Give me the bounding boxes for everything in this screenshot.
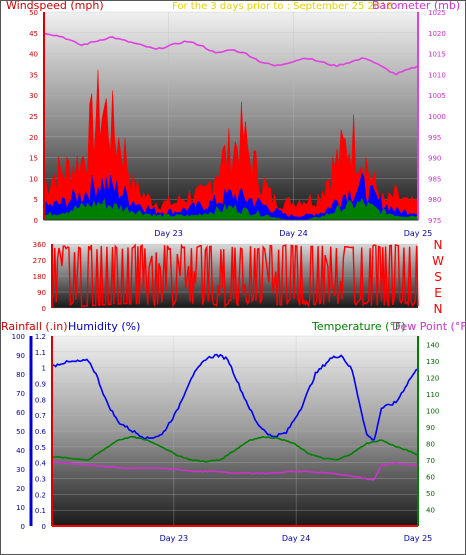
temperature-tick-label: 90 (426, 424, 435, 432)
wind-tick-label: 0 (34, 217, 38, 225)
humidity-tick-label: 80 (16, 371, 25, 379)
direction-line (51, 243, 419, 308)
humidity-tick-label: 0 (21, 523, 25, 531)
temperature-tick-label: 120 (426, 374, 439, 382)
humidity-tick-label: 100 (12, 333, 25, 341)
compass-label: N (434, 302, 443, 316)
wind-series (43, 32, 419, 221)
wind-series-low (43, 197, 419, 221)
direction-series (51, 243, 419, 308)
barometer-line (43, 32, 419, 76)
compass-label: E (434, 286, 442, 300)
wind-series-gust (43, 69, 419, 221)
direction-ticks: 0 90 180 270 360 (33, 241, 46, 313)
rainfall-tick-label: 1.2 (35, 333, 46, 341)
wind-series-average (43, 171, 419, 221)
temperature-tick-label: 40 (426, 506, 435, 514)
wind-day-label: Day 23 (154, 229, 183, 238)
barometer-tick-label: 995 (428, 134, 441, 142)
humidity-tick-label: 50 (16, 428, 25, 436)
barometer-tick-label: 1010 (428, 71, 446, 79)
temperature-tick-label: 60 (426, 473, 435, 481)
wind-tick-label: 15 (29, 155, 38, 163)
rainfall-tick-label: 0.5 (35, 444, 46, 452)
climate-day-label: Day 23 (160, 534, 189, 543)
climate-day-label: Day 24 (282, 534, 311, 543)
humidity-label: Humidity (%) (68, 320, 140, 333)
barometer-tick-label: 975 (428, 217, 441, 225)
temperature-tick-label: 100 (426, 407, 439, 415)
rainfall-tick-label: 0.1 (35, 507, 46, 515)
rainfall-tick-label: 0.8 (35, 396, 46, 404)
direction-tick-label: 0 (42, 305, 46, 313)
humidity-tick-label: 20 (16, 485, 25, 493)
compass-label: W (432, 254, 444, 268)
humidity-tick-label: 90 (16, 352, 25, 360)
climate-ticks: 0 0.1 0.2 0.3 0.4 0.5 0.6 0.7 0.8 0.9 1 1.1 1.2 0 10 20… (12, 333, 440, 543)
barometer-tick-label: 1020 (428, 30, 446, 38)
direction-tick-label: 360 (33, 241, 46, 249)
barometer-tick-label: 1025 (428, 9, 446, 17)
wind-day-label: Day 25 (404, 229, 433, 238)
rainfall-tick-label: 1 (42, 365, 46, 373)
barometer-label: Barometer (mb) (372, 0, 460, 12)
temperature-tick-label: 110 (426, 391, 439, 399)
rainfall-tick-label: 0 (42, 523, 46, 531)
temperature-tick-label: 130 (426, 358, 439, 366)
wind-tick-label: 10 (29, 175, 38, 183)
windspeed-label: Windspeed (mph) (6, 0, 104, 12)
dew-point-line (51, 460, 419, 481)
temperature-tick-label: 140 (426, 341, 439, 349)
rainfall-tick-label: 0.3 (35, 476, 46, 484)
temperature-line (51, 435, 419, 463)
chart-subtitle: For the 3 days prior to : September 25 2… (172, 1, 393, 12)
wind-ticks: 0510152025303540455097598098599099510001… (29, 9, 446, 238)
dewpoint-label: Dew Point (°F) (392, 320, 466, 333)
barometer-tick-label: 1015 (428, 51, 446, 59)
climate-series (51, 353, 419, 481)
barometer-tick-label: 990 (428, 155, 441, 163)
compass-label: N (434, 238, 443, 252)
wind-tick-label: 30 (29, 92, 38, 100)
humidity-tick-label: 70 (16, 390, 25, 398)
humidity-tick-label: 40 (16, 447, 25, 455)
humidity-tick-label: 60 (16, 409, 25, 417)
humidity-tick-label: 30 (16, 466, 25, 474)
wind-tick-label: 5 (34, 196, 38, 204)
rainfall-tick-label: 0.4 (35, 460, 47, 468)
rainfall-tick-label: 0.2 (35, 491, 46, 499)
temperature-label: Temperature (°F) (311, 320, 406, 333)
barometer-tick-label: 980 (428, 196, 441, 204)
wind-tick-label: 25 (29, 113, 38, 121)
direction-tick-label: 270 (33, 257, 46, 265)
rainfall-tick-label: 1.1 (35, 349, 46, 357)
temperature-tick-label: 80 (426, 440, 435, 448)
rainfall-label: Rainfall (.in) (1, 320, 68, 333)
wind-tick-label: 50 (29, 9, 38, 17)
compass-label: S (434, 270, 442, 284)
rainfall-tick-label: 0.7 (35, 412, 46, 420)
wind-day-label: Day 24 (279, 229, 308, 238)
barometer-tick-label: 1005 (428, 92, 446, 100)
humidity-tick-label: 10 (16, 504, 25, 512)
barometer-tick-label: 985 (428, 175, 441, 183)
temperature-tick-label: 70 (426, 457, 435, 465)
humidity-line (51, 353, 419, 441)
wind-tick-label: 45 (29, 30, 38, 38)
climate-day-label: Day 25 (404, 534, 433, 543)
rainfall-tick-label: 0.9 (35, 381, 46, 389)
temperature-tick-label: 50 (426, 490, 435, 498)
wind-tick-label: 35 (29, 71, 38, 79)
direction-tick-label: 90 (37, 289, 46, 297)
rainfall-tick-label: 0.6 (35, 428, 47, 436)
direction-tick-label: 180 (33, 273, 46, 281)
barometer-tick-label: 1000 (428, 113, 446, 121)
wind-tick-label: 40 (29, 51, 38, 59)
wind-tick-label: 20 (29, 134, 38, 142)
